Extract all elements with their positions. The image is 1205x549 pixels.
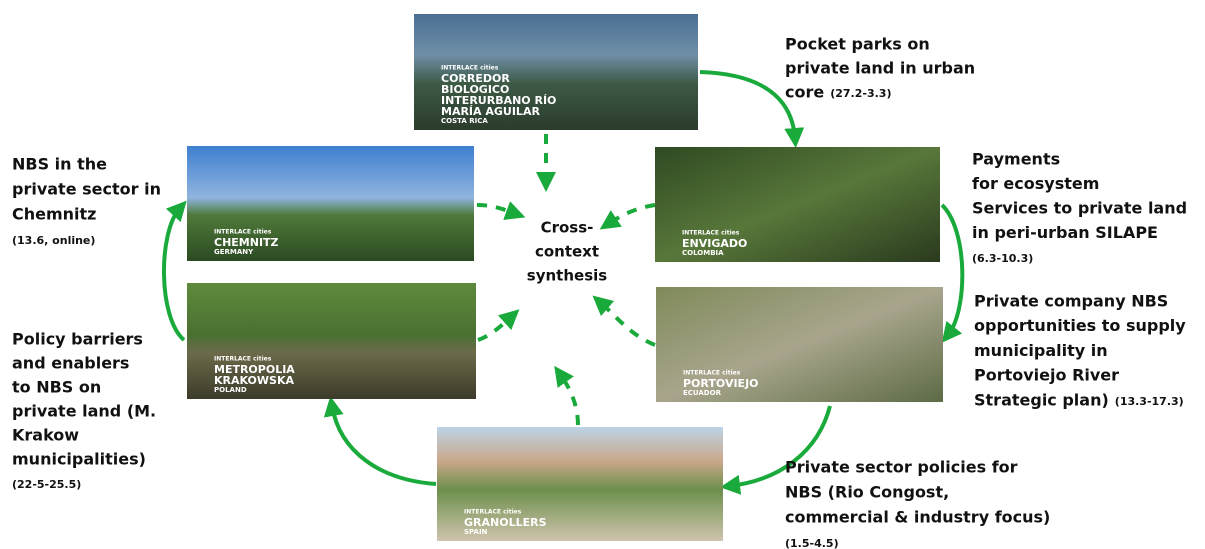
city-country: COSTA RICA xyxy=(441,117,488,125)
center-text: Cross- xyxy=(541,219,594,237)
center-text: synthesis xyxy=(527,267,607,285)
caption-line: Krakow xyxy=(12,426,79,445)
caption-line: private land in urban xyxy=(785,59,975,78)
caption-line: in peri-urban SILAPE xyxy=(972,223,1158,242)
city-country: POLAND xyxy=(214,386,247,394)
caption-line: Services to private land xyxy=(972,199,1187,218)
caption-note: (13.6, online) xyxy=(12,234,95,247)
city-country: SPAIN xyxy=(464,528,488,536)
caption-line: and enablers xyxy=(12,354,129,373)
caption-note: (27.2-3.3) xyxy=(830,87,891,100)
caption-line: municipalities) xyxy=(12,450,146,469)
city-tag: INTERLACE cities xyxy=(441,65,499,72)
caption-line: NBS in the xyxy=(12,155,107,174)
content: INTERLACE citiesCORREDORBIOLOGICOINTERUR… xyxy=(12,14,1187,549)
caption-line: to NBS on xyxy=(12,378,101,397)
diagram: INTERLACE citiesCORREDORBIOLOGICOINTERUR… xyxy=(0,0,1205,549)
caption-line: Policy barriers xyxy=(12,330,143,349)
caption-line: opportunities to supply xyxy=(974,316,1186,335)
dashed-arrow xyxy=(600,302,655,345)
caption-note: (13.3-17.3) xyxy=(1115,395,1184,408)
city-card: INTERLACE citiesCORREDORBIOLOGICOINTERUR… xyxy=(414,14,698,130)
caption-line: for ecosystem xyxy=(972,174,1099,193)
dashed-arrow xyxy=(477,205,516,214)
caption-line: municipality in xyxy=(974,341,1108,360)
caption-note: (6.3-10.3) xyxy=(972,252,1033,265)
caption-line: private sector in xyxy=(12,180,161,199)
arrow xyxy=(700,72,795,138)
city-tag: INTERLACE cities xyxy=(683,370,741,377)
caption-line: private land (M. xyxy=(12,402,156,421)
caption-line: Payments xyxy=(972,150,1060,169)
caption-line: Private company NBS xyxy=(974,292,1168,311)
city-tag: INTERLACE cities xyxy=(214,229,272,236)
city-tag: INTERLACE cities xyxy=(682,230,740,237)
caption-note: (1.5-4.5) xyxy=(785,537,839,549)
dashed-arrow xyxy=(608,205,655,224)
caption-line: Portoviejo River xyxy=(974,366,1119,385)
arrow xyxy=(942,205,962,335)
caption-line: NBS (Rio Congost, xyxy=(785,483,949,502)
dashed-arrow xyxy=(560,374,578,425)
city-tag: INTERLACE cities xyxy=(464,509,522,516)
caption-line: core xyxy=(785,83,824,102)
center-text: context xyxy=(535,243,599,261)
arrow xyxy=(164,208,184,340)
caption-line: Chemnitz xyxy=(12,205,97,224)
city-country: GERMANY xyxy=(214,248,254,256)
city-country: ECUADOR xyxy=(683,389,722,397)
caption-line: commercial & industry focus) xyxy=(785,508,1050,527)
caption-note: (22-5-25.5) xyxy=(12,478,81,491)
caption-line: Strategic plan) xyxy=(974,390,1109,409)
arrow xyxy=(332,406,436,484)
city-card: INTERLACE citiesMETROPOLIAKRAKOWSKAPOLAN… xyxy=(187,283,476,399)
city-tag: INTERLACE cities xyxy=(214,356,272,363)
dashed-arrow xyxy=(478,316,512,340)
caption-line: Private sector policies for xyxy=(785,458,1018,477)
caption-line: Pocket parks on xyxy=(785,35,930,54)
city-country: COLOMBIA xyxy=(682,249,724,257)
